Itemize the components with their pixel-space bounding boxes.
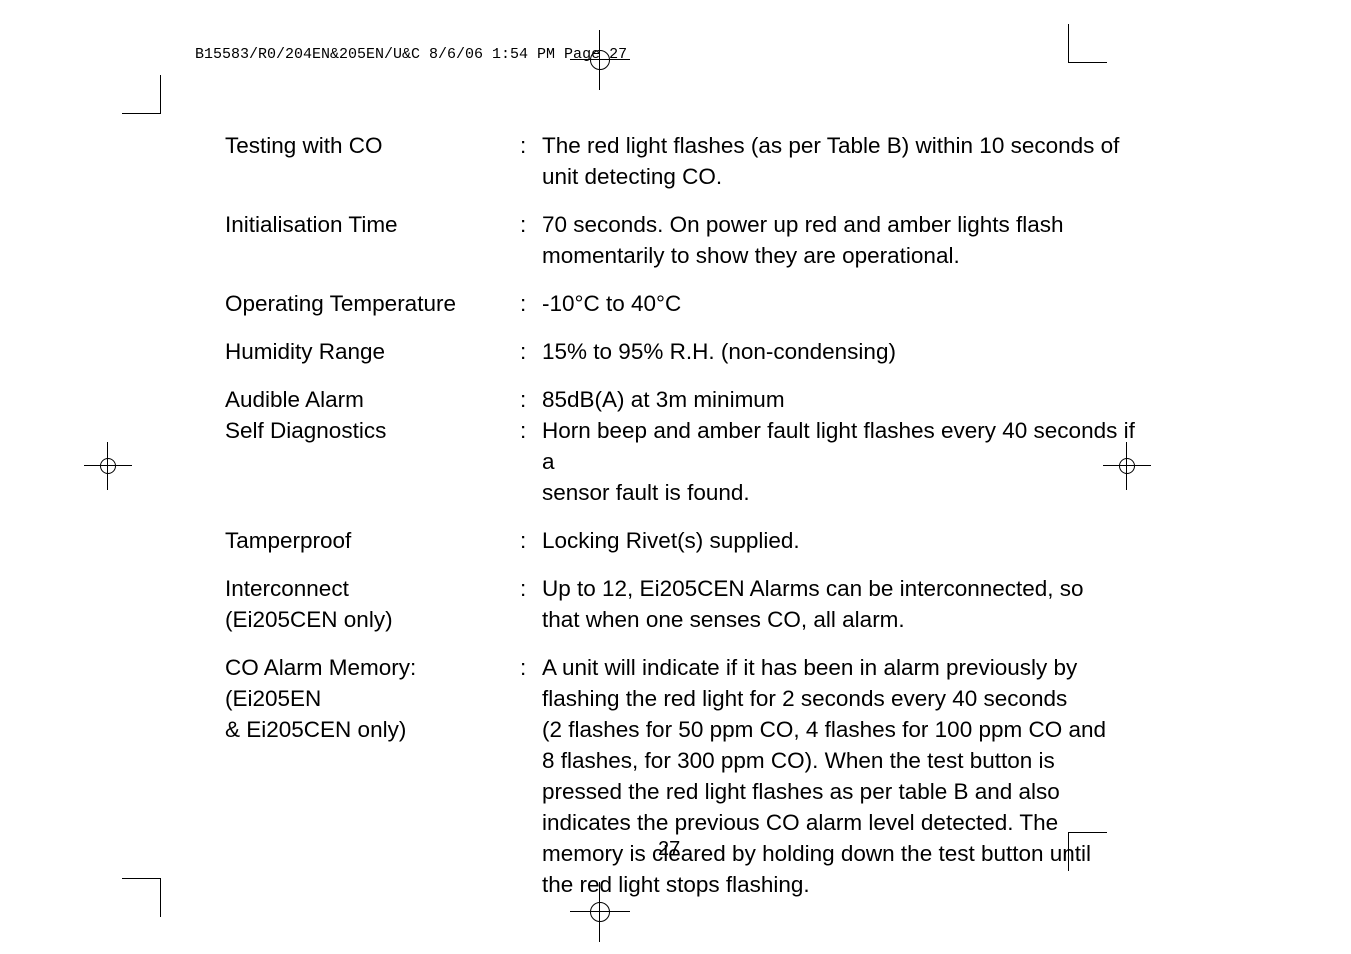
spec-colon: : bbox=[520, 209, 542, 240]
spec-value-entry: :15% to 95% R.H. (non-condensing) bbox=[520, 336, 1135, 367]
spec-colon: : bbox=[520, 525, 542, 556]
spec-label-line: Humidity Range bbox=[225, 336, 520, 367]
spec-colon: : bbox=[520, 652, 542, 683]
spec-label-line: CO Alarm Memory: bbox=[225, 652, 520, 683]
spec-colon: : bbox=[520, 573, 542, 604]
spec-label: Operating Temperature bbox=[225, 288, 520, 319]
spec-value-entry: :Locking Rivet(s) supplied. bbox=[520, 525, 1135, 556]
spec-label: Tamperproof bbox=[225, 525, 520, 556]
spec-value: Up to 12, Ei205CEN Alarms can be interco… bbox=[542, 573, 1135, 635]
spec-value: Locking Rivet(s) supplied. bbox=[542, 525, 1135, 556]
spec-label: Testing with CO bbox=[225, 130, 520, 161]
spec-row: Humidity Range:15% to 95% R.H. (non-cond… bbox=[225, 336, 1135, 367]
spec-value-line: memory is cleared by holding down the te… bbox=[542, 838, 1135, 869]
spec-label-line: Initialisation Time bbox=[225, 209, 520, 240]
spec-value: 15% to 95% R.H. (non-condensing) bbox=[542, 336, 1135, 367]
spec-value-group: :-10°C to 40°C bbox=[520, 288, 1135, 319]
cropmark-bl bbox=[122, 878, 161, 917]
spec-label: CO Alarm Memory:(Ei205EN& Ei205CEN only) bbox=[225, 652, 520, 745]
spec-label-line: (Ei205CEN only) bbox=[225, 604, 520, 635]
spec-label-line: & Ei205CEN only) bbox=[225, 714, 520, 745]
spec-label-line: Audible Alarm bbox=[225, 384, 520, 415]
spec-value-line: 15% to 95% R.H. (non-condensing) bbox=[542, 336, 1135, 367]
spec-value-entry: :70 seconds. On power up red and amber l… bbox=[520, 209, 1135, 271]
spec-value-line: flashing the red light for 2 seconds eve… bbox=[542, 683, 1135, 714]
spec-value-entry: :-10°C to 40°C bbox=[520, 288, 1135, 319]
spec-row: Tamperproof:Locking Rivet(s) supplied. bbox=[225, 525, 1135, 556]
spec-value: A unit will indicate if it has been in a… bbox=[542, 652, 1135, 900]
spec-value-line: sensor fault is found. bbox=[542, 477, 1135, 508]
spec-value: 85dB(A) at 3m minimum bbox=[542, 384, 1135, 415]
spec-row: Audible AlarmSelf Diagnostics:85dB(A) at… bbox=[225, 384, 1135, 508]
spec-value-line: 70 seconds. On power up red and amber li… bbox=[542, 209, 1135, 240]
spec-value-line: (2 flashes for 50 ppm CO, 4 flashes for … bbox=[542, 714, 1135, 745]
spec-value-group: :Up to 12, Ei205CEN Alarms can be interc… bbox=[520, 573, 1135, 635]
spec-label-line: (Ei205EN bbox=[225, 683, 520, 714]
spec-value-line: the red light stops flashing. bbox=[542, 869, 1135, 900]
spec-row: Interconnect(Ei205CEN only):Up to 12, Ei… bbox=[225, 573, 1135, 635]
spec-value: The red light flashes (as per Table B) w… bbox=[542, 130, 1135, 192]
spec-value-line: pressed the red light flashes as per tab… bbox=[542, 776, 1135, 807]
spec-value-group: :Locking Rivet(s) supplied. bbox=[520, 525, 1135, 556]
spec-value-line: momentarily to show they are operational… bbox=[542, 240, 1135, 271]
spec-label-line: Interconnect bbox=[225, 573, 520, 604]
registration-mark-top bbox=[570, 30, 630, 90]
spec-row: Initialisation Time:70 seconds. On power… bbox=[225, 209, 1135, 271]
spec-colon: : bbox=[520, 336, 542, 367]
spec-value-line: 8 flashes, for 300 ppm CO). When the tes… bbox=[542, 745, 1135, 776]
spec-label: Humidity Range bbox=[225, 336, 520, 367]
registration-mark-left bbox=[84, 442, 132, 490]
spec-value-group: :A unit will indicate if it has been in … bbox=[520, 652, 1135, 900]
cropmark-tr bbox=[1068, 24, 1107, 63]
spec-value-line: unit detecting CO. bbox=[542, 161, 1135, 192]
spec-value-group: :15% to 95% R.H. (non-condensing) bbox=[520, 336, 1135, 367]
spec-value-group: :The red light flashes (as per Table B) … bbox=[520, 130, 1135, 192]
spec-value-line: -10°C to 40°C bbox=[542, 288, 1135, 319]
spec-row: Operating Temperature:-10°C to 40°C bbox=[225, 288, 1135, 319]
spec-value: -10°C to 40°C bbox=[542, 288, 1135, 319]
spec-label: Initialisation Time bbox=[225, 209, 520, 240]
spec-colon: : bbox=[520, 288, 542, 319]
spec-label-line: Tamperproof bbox=[225, 525, 520, 556]
spec-list: Testing with CO:The red light flashes (a… bbox=[225, 130, 1135, 917]
spec-value-line: Locking Rivet(s) supplied. bbox=[542, 525, 1135, 556]
spec-value-entry: :85dB(A) at 3m minimum bbox=[520, 384, 1135, 415]
spec-value: Horn beep and amber fault light flashes … bbox=[542, 415, 1135, 508]
spec-value-line: indicates the previous CO alarm level de… bbox=[542, 807, 1135, 838]
cropmark-tl bbox=[122, 75, 161, 114]
spec-value-entry: :Horn beep and amber fault light flashes… bbox=[520, 415, 1135, 508]
page-number: 27 bbox=[658, 838, 680, 861]
spec-colon: : bbox=[520, 415, 542, 446]
spec-value-line: A unit will indicate if it has been in a… bbox=[542, 652, 1135, 683]
spec-value-line: that when one senses CO, all alarm. bbox=[542, 604, 1135, 635]
spec-value-line: Horn beep and amber fault light flashes … bbox=[542, 415, 1135, 477]
spec-value-line: Up to 12, Ei205CEN Alarms can be interco… bbox=[542, 573, 1135, 604]
spec-label: Interconnect(Ei205CEN only) bbox=[225, 573, 520, 635]
spec-value: 70 seconds. On power up red and amber li… bbox=[542, 209, 1135, 271]
spec-colon: : bbox=[520, 130, 542, 161]
spec-label-line: Testing with CO bbox=[225, 130, 520, 161]
spec-label: Audible AlarmSelf Diagnostics bbox=[225, 384, 520, 446]
spec-row: Testing with CO:The red light flashes (a… bbox=[225, 130, 1135, 192]
spec-colon: : bbox=[520, 384, 542, 415]
spec-label-line: Self Diagnostics bbox=[225, 415, 520, 446]
spec-value-entry: :Up to 12, Ei205CEN Alarms can be interc… bbox=[520, 573, 1135, 635]
print-slug: B15583/R0/204EN&205EN/U&C 8/6/06 1:54 PM… bbox=[195, 46, 627, 63]
spec-value-entry: :A unit will indicate if it has been in … bbox=[520, 652, 1135, 900]
spec-value-group: :85dB(A) at 3m minimum:Horn beep and amb… bbox=[520, 384, 1135, 508]
spec-value-group: :70 seconds. On power up red and amber l… bbox=[520, 209, 1135, 271]
spec-row: CO Alarm Memory:(Ei205EN& Ei205CEN only)… bbox=[225, 652, 1135, 900]
spec-value-entry: :The red light flashes (as per Table B) … bbox=[520, 130, 1135, 192]
spec-label-line: Operating Temperature bbox=[225, 288, 520, 319]
spec-value-line: The red light flashes (as per Table B) w… bbox=[542, 130, 1135, 161]
spec-value-line: 85dB(A) at 3m minimum bbox=[542, 384, 1135, 415]
